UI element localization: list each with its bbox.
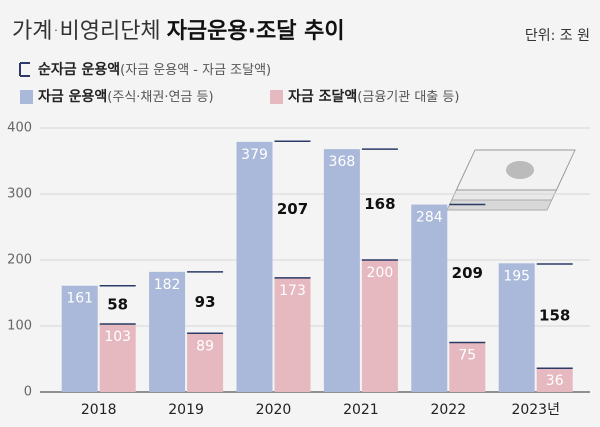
x-tick-label: 2022 <box>430 402 466 418</box>
net-label: 93 <box>195 293 216 311</box>
x-tick-label: 2020 <box>256 402 292 418</box>
bar <box>449 342 486 392</box>
bar <box>149 271 186 392</box>
legend-entry: 자금 운용액(주식·채권·연금 등) <box>38 88 214 105</box>
value-label: 103 <box>104 329 131 345</box>
net-label: 158 <box>539 307 570 325</box>
bar <box>236 141 273 392</box>
value-label: 200 <box>367 265 394 281</box>
legend-swatch <box>20 90 33 104</box>
y-tick-label: 400 <box>7 121 32 136</box>
legend-icon <box>19 62 30 77</box>
legend-entry: 순자금 운용액(자금 운용액 - 자금 조달액) <box>38 61 271 78</box>
net-label: 207 <box>277 200 308 218</box>
value-label: 173 <box>279 283 306 299</box>
bar <box>536 368 573 392</box>
value-label: 379 <box>241 147 268 163</box>
bar <box>411 204 448 392</box>
money-icon <box>446 149 576 211</box>
x-tick-label: 2019 <box>168 402 204 418</box>
y-tick-label: 300 <box>7 187 32 202</box>
title-bold: 자금운용·조달 추이 <box>167 19 345 44</box>
legend-note: (금융기관 대출 등) <box>357 90 459 105</box>
value-label: 368 <box>329 154 356 170</box>
y-tick-label: 0 <box>24 385 32 400</box>
bar <box>99 324 136 392</box>
x-tick-label: 2018 <box>81 402 117 418</box>
bar <box>361 260 398 392</box>
bar <box>274 277 311 392</box>
legend-name: 자금 운용액 <box>38 88 107 105</box>
bar <box>187 333 224 392</box>
title-light: 가계·비영리단체 <box>12 19 161 44</box>
legend-swatch <box>270 90 283 104</box>
net-label: 58 <box>107 295 128 313</box>
legend-name: 자금 조달액 <box>288 88 357 105</box>
legend-entry: 자금 조달액(금융기관 대출 등) <box>288 88 459 105</box>
value-label: 36 <box>546 373 564 389</box>
value-label: 161 <box>66 291 93 307</box>
legend-note: (자금 운용액 - 자금 조달액) <box>120 63 271 78</box>
value-label: 89 <box>196 338 214 354</box>
y-tick-label: 100 <box>7 319 32 334</box>
legend-note: (주식·채권·연금 등) <box>107 90 213 105</box>
bar <box>498 263 535 392</box>
value-label: 182 <box>154 277 181 293</box>
net-label: 209 <box>452 264 483 282</box>
bar <box>323 149 360 392</box>
y-tick-label: 200 <box>7 253 32 268</box>
unit: 단위: 조 원 <box>525 28 590 44</box>
value-label: 195 <box>503 268 530 284</box>
x-tick-label: 2021 <box>343 402 379 418</box>
bar <box>61 285 98 392</box>
x-tick-label: 2023년 <box>511 402 560 418</box>
value-label: 284 <box>416 210 443 226</box>
legend-name: 순자금 운용액 <box>38 61 120 78</box>
value-label: 75 <box>458 348 476 364</box>
net-label: 168 <box>364 195 395 213</box>
chart-title: 가계·비영리단체 자금운용·조달 추이 <box>12 19 345 44</box>
